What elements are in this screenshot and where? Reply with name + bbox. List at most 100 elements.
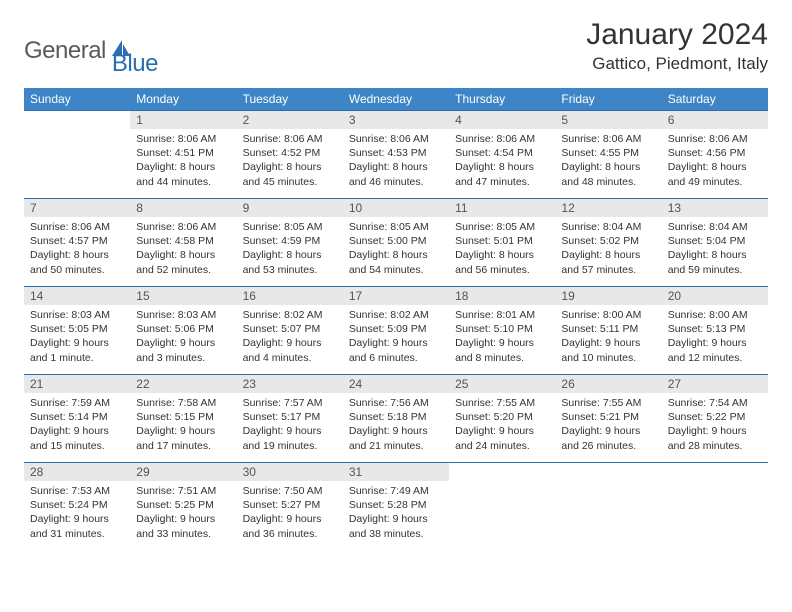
sunset-text: Sunset: 5:02 PM (561, 234, 655, 248)
day-body: Sunrise: 8:06 AMSunset: 4:54 PMDaylight:… (449, 129, 555, 191)
sunrise-text: Sunrise: 8:06 AM (349, 132, 443, 146)
daylight-text: Daylight: 8 hours and 59 minutes. (668, 248, 762, 276)
sunset-text: Sunset: 5:15 PM (136, 410, 230, 424)
sunrise-text: Sunrise: 8:01 AM (455, 308, 549, 322)
sunrise-text: Sunrise: 7:56 AM (349, 396, 443, 410)
sunset-text: Sunset: 5:01 PM (455, 234, 549, 248)
calendar-day-cell: 14Sunrise: 8:03 AMSunset: 5:05 PMDayligh… (24, 286, 130, 374)
sunset-text: Sunset: 5:09 PM (349, 322, 443, 336)
day-body: Sunrise: 7:51 AMSunset: 5:25 PMDaylight:… (130, 481, 236, 543)
daylight-text: Daylight: 8 hours and 54 minutes. (349, 248, 443, 276)
day-number: 23 (237, 374, 343, 393)
day-body: Sunrise: 7:55 AMSunset: 5:21 PMDaylight:… (555, 393, 661, 455)
location-text: Gattico, Piedmont, Italy (586, 54, 768, 74)
logo-word1: General (24, 37, 106, 65)
sunset-text: Sunset: 4:57 PM (30, 234, 124, 248)
sunrise-text: Sunrise: 7:49 AM (349, 484, 443, 498)
sunset-text: Sunset: 5:20 PM (455, 410, 549, 424)
daylight-text: Daylight: 9 hours and 6 minutes. (349, 336, 443, 364)
sunrise-text: Sunrise: 8:06 AM (561, 132, 655, 146)
daylight-text: Daylight: 8 hours and 48 minutes. (561, 160, 655, 188)
sunrise-text: Sunrise: 8:06 AM (136, 220, 230, 234)
sunset-text: Sunset: 5:27 PM (243, 498, 337, 512)
daylight-text: Daylight: 8 hours and 45 minutes. (243, 160, 337, 188)
calendar-day-cell: 1Sunrise: 8:06 AMSunset: 4:51 PMDaylight… (130, 110, 236, 198)
day-number: 28 (24, 462, 130, 481)
day-number: 12 (555, 198, 661, 217)
day-number: 20 (662, 286, 768, 305)
sunrise-text: Sunrise: 8:02 AM (243, 308, 337, 322)
day-body: Sunrise: 7:53 AMSunset: 5:24 PMDaylight:… (24, 481, 130, 543)
day-body: Sunrise: 8:03 AMSunset: 5:05 PMDaylight:… (24, 305, 130, 367)
day-body: Sunrise: 8:06 AMSunset: 4:52 PMDaylight:… (237, 129, 343, 191)
daylight-text: Daylight: 8 hours and 47 minutes. (455, 160, 549, 188)
day-body: Sunrise: 8:05 AMSunset: 5:01 PMDaylight:… (449, 217, 555, 279)
day-number: 6 (662, 110, 768, 129)
calendar-day-cell: 22Sunrise: 7:58 AMSunset: 5:15 PMDayligh… (130, 374, 236, 462)
sunrise-text: Sunrise: 8:00 AM (668, 308, 762, 322)
day-number: 10 (343, 198, 449, 217)
day-body: Sunrise: 7:59 AMSunset: 5:14 PMDaylight:… (24, 393, 130, 455)
daylight-text: Daylight: 9 hours and 3 minutes. (136, 336, 230, 364)
calendar-page: General Blue January 2024 Gattico, Piedm… (0, 0, 792, 550)
day-number: 17 (343, 286, 449, 305)
calendar-week-row: 1Sunrise: 8:06 AMSunset: 4:51 PMDaylight… (24, 110, 768, 198)
sunset-text: Sunset: 5:10 PM (455, 322, 549, 336)
sunrise-text: Sunrise: 7:58 AM (136, 396, 230, 410)
daylight-text: Daylight: 8 hours and 49 minutes. (668, 160, 762, 188)
sunrise-text: Sunrise: 8:05 AM (243, 220, 337, 234)
header-row: General Blue January 2024 Gattico, Piedm… (24, 18, 768, 78)
daylight-text: Daylight: 9 hours and 17 minutes. (136, 424, 230, 452)
sunrise-text: Sunrise: 8:03 AM (136, 308, 230, 322)
daylight-text: Daylight: 8 hours and 50 minutes. (30, 248, 124, 276)
weekday-header: Saturday (662, 88, 768, 110)
calendar-day-cell: 21Sunrise: 7:59 AMSunset: 5:14 PMDayligh… (24, 374, 130, 462)
daylight-text: Daylight: 9 hours and 8 minutes. (455, 336, 549, 364)
calendar-day-cell: 17Sunrise: 8:02 AMSunset: 5:09 PMDayligh… (343, 286, 449, 374)
day-body: Sunrise: 7:56 AMSunset: 5:18 PMDaylight:… (343, 393, 449, 455)
calendar-day-cell: 8Sunrise: 8:06 AMSunset: 4:58 PMDaylight… (130, 198, 236, 286)
calendar-week-row: 7Sunrise: 8:06 AMSunset: 4:57 PMDaylight… (24, 198, 768, 286)
sunrise-text: Sunrise: 8:06 AM (668, 132, 762, 146)
calendar-table: SundayMondayTuesdayWednesdayThursdayFrid… (24, 88, 768, 550)
calendar-day-cell: 31Sunrise: 7:49 AMSunset: 5:28 PMDayligh… (343, 462, 449, 550)
daylight-text: Daylight: 8 hours and 52 minutes. (136, 248, 230, 276)
day-number: 15 (130, 286, 236, 305)
weekday-header: Sunday (24, 88, 130, 110)
sunrise-text: Sunrise: 7:59 AM (30, 396, 124, 410)
day-body: Sunrise: 7:57 AMSunset: 5:17 PMDaylight:… (237, 393, 343, 455)
daylight-text: Daylight: 9 hours and 31 minutes. (30, 512, 124, 540)
day-body: Sunrise: 8:06 AMSunset: 4:53 PMDaylight:… (343, 129, 449, 191)
calendar-day-cell: 19Sunrise: 8:00 AMSunset: 5:11 PMDayligh… (555, 286, 661, 374)
calendar-day-cell: 10Sunrise: 8:05 AMSunset: 5:00 PMDayligh… (343, 198, 449, 286)
sunrise-text: Sunrise: 7:57 AM (243, 396, 337, 410)
day-body: Sunrise: 8:00 AMSunset: 5:13 PMDaylight:… (662, 305, 768, 367)
sunrise-text: Sunrise: 8:05 AM (455, 220, 549, 234)
calendar-day-cell (449, 462, 555, 550)
day-body: Sunrise: 8:04 AMSunset: 5:02 PMDaylight:… (555, 217, 661, 279)
daylight-text: Daylight: 9 hours and 15 minutes. (30, 424, 124, 452)
day-body: Sunrise: 8:06 AMSunset: 4:58 PMDaylight:… (130, 217, 236, 279)
day-number: 4 (449, 110, 555, 129)
sunset-text: Sunset: 5:07 PM (243, 322, 337, 336)
calendar-day-cell: 29Sunrise: 7:51 AMSunset: 5:25 PMDayligh… (130, 462, 236, 550)
weekday-header: Wednesday (343, 88, 449, 110)
day-number (662, 462, 768, 481)
daylight-text: Daylight: 9 hours and 1 minute. (30, 336, 124, 364)
day-number: 30 (237, 462, 343, 481)
calendar-day-cell: 15Sunrise: 8:03 AMSunset: 5:06 PMDayligh… (130, 286, 236, 374)
day-number: 21 (24, 374, 130, 393)
calendar-day-cell: 30Sunrise: 7:50 AMSunset: 5:27 PMDayligh… (237, 462, 343, 550)
sunset-text: Sunset: 5:28 PM (349, 498, 443, 512)
day-number (24, 110, 130, 129)
daylight-text: Daylight: 9 hours and 36 minutes. (243, 512, 337, 540)
sunrise-text: Sunrise: 8:06 AM (455, 132, 549, 146)
day-body: Sunrise: 7:49 AMSunset: 5:28 PMDaylight:… (343, 481, 449, 543)
calendar-week-row: 21Sunrise: 7:59 AMSunset: 5:14 PMDayligh… (24, 374, 768, 462)
daylight-text: Daylight: 9 hours and 26 minutes. (561, 424, 655, 452)
day-body: Sunrise: 7:54 AMSunset: 5:22 PMDaylight:… (662, 393, 768, 455)
sunset-text: Sunset: 4:56 PM (668, 146, 762, 160)
sunrise-text: Sunrise: 8:05 AM (349, 220, 443, 234)
day-body: Sunrise: 7:50 AMSunset: 5:27 PMDaylight:… (237, 481, 343, 543)
day-number: 25 (449, 374, 555, 393)
